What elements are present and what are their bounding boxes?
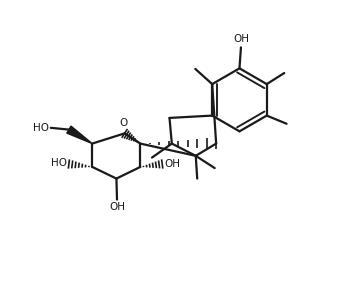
Text: HO: HO [33,123,49,133]
Polygon shape [67,126,92,144]
Text: OH: OH [164,159,180,169]
Text: O: O [119,118,127,128]
Text: HO: HO [51,159,67,168]
Text: OH: OH [234,34,250,44]
Text: OH: OH [109,202,125,212]
